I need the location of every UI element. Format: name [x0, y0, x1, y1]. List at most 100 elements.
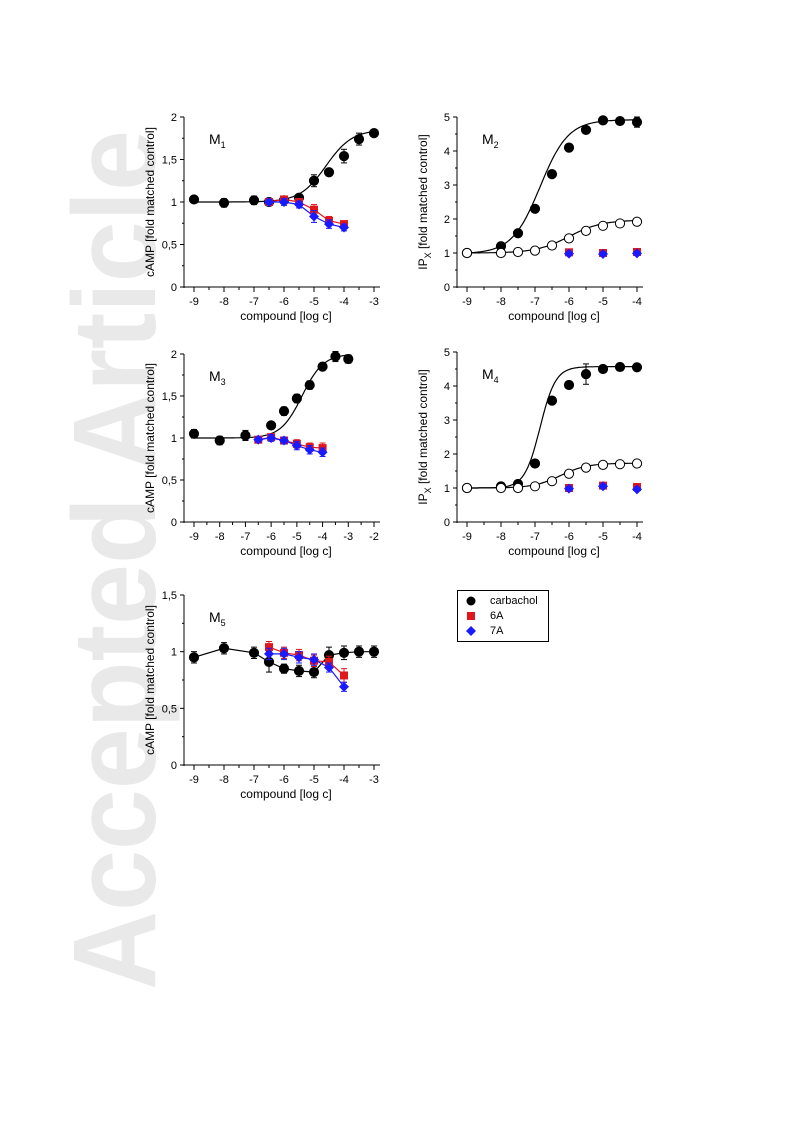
x-tick-label: -3 [343, 531, 353, 543]
data-point [563, 233, 575, 244]
data-point [563, 142, 575, 153]
data-point [324, 219, 334, 230]
x-tick-label: -4 [632, 531, 642, 543]
data-point [343, 353, 354, 365]
data-point [218, 643, 230, 654]
data-point [293, 665, 305, 677]
y-tick-label: 1 [171, 197, 177, 209]
data-point [368, 128, 380, 139]
blue-diamond-icon [466, 626, 476, 636]
data-point [304, 379, 315, 391]
y-tick-label: 1 [171, 433, 177, 445]
x-tick-label: -5 [309, 296, 319, 308]
data-point [279, 648, 289, 659]
y-tick-label: 0,5 [162, 240, 177, 252]
data-point [632, 248, 642, 259]
y-tick-label: 0 [171, 760, 177, 772]
data-point [564, 483, 574, 494]
x-tick-label: -8 [215, 531, 225, 543]
y-tick-label: 1,5 [162, 590, 177, 602]
series-carbachol [461, 115, 643, 259]
panel-label: M1 [209, 131, 226, 150]
data-point [353, 134, 365, 145]
data-point [529, 481, 541, 492]
data-point [266, 420, 277, 431]
x-tick-label: -6 [564, 531, 574, 543]
data-point [265, 643, 273, 652]
panel-label: M5 [209, 609, 226, 628]
data-point [338, 647, 350, 658]
data-point [248, 647, 260, 658]
data-point [461, 482, 473, 494]
x-tick-label: -9 [462, 531, 472, 543]
data-point [495, 247, 507, 259]
x-tick-label: -8 [496, 296, 506, 308]
data-point [188, 194, 200, 205]
x-tick-label: -5 [309, 774, 319, 786]
series-7a [564, 248, 642, 260]
data-point [512, 482, 524, 494]
x-tick-label: -7 [530, 296, 540, 308]
data-point [214, 435, 225, 446]
y-axis-label: IPX [fold matched control] [416, 369, 433, 504]
legend-item-carbachol: carbachol [464, 594, 538, 608]
data-point [304, 444, 315, 455]
y-tick-label: 2 [444, 214, 450, 226]
data-point [564, 248, 574, 259]
data-point [512, 246, 524, 258]
x-tick-label: -9 [189, 531, 199, 543]
x-tick-label: -3 [369, 296, 379, 308]
data-point [218, 197, 230, 208]
y-tick-label: 1 [171, 647, 177, 659]
y-axis-label: IPX [fold matched control] [416, 134, 433, 269]
x-tick-label: -7 [249, 774, 259, 786]
data-point [529, 203, 541, 214]
y-tick-label: 1,5 [162, 155, 177, 167]
data-point [317, 361, 328, 372]
x-tick-label: -4 [318, 531, 328, 543]
chart-panel-2: 0 1 2 3 4 5 -9 -8 -7 -6 -5 -4 compound [log c] IPX [f… [416, 112, 643, 323]
x-tick-label: -8 [496, 531, 506, 543]
panel-label: M3 [209, 368, 226, 387]
data-point [248, 195, 260, 206]
data-point [597, 115, 609, 126]
x-tick-label: -8 [219, 774, 229, 786]
x-tick-label: -9 [189, 296, 199, 308]
x-tick-label: -5 [598, 296, 608, 308]
x-tick-label: -5 [598, 531, 608, 543]
y-tick-label: 2 [171, 112, 177, 124]
panel-label: M2 [482, 131, 499, 150]
x-tick-label: -2 [369, 531, 379, 543]
data-point [563, 379, 575, 391]
data-point [546, 240, 558, 251]
x-tick-label: -8 [219, 296, 229, 308]
data-point [597, 363, 609, 375]
data-point [546, 395, 558, 406]
red-square-icon [467, 612, 475, 620]
data-point [580, 462, 592, 473]
legend-label-7a: 7A [490, 625, 504, 637]
y-tick-label: 2 [171, 349, 177, 361]
data-point [631, 117, 643, 128]
chart-panel-4: 0 1 2 3 4 5 -9 -8 -7 -6 -5 -4 compound [log c] IPX [f… [416, 347, 643, 558]
series-7a [253, 433, 328, 458]
x-tick-label: -5 [292, 531, 302, 543]
series-carbachol [188, 350, 354, 446]
x-tick-label: -6 [266, 531, 276, 543]
x-tick-label: -7 [249, 296, 259, 308]
y-tick-label: 1,5 [162, 391, 177, 403]
data-point [338, 151, 350, 162]
legend-label-carbachol: carbachol [490, 595, 538, 607]
series-6a [265, 195, 348, 229]
data-point [278, 406, 290, 417]
y-tick-label: 0 [171, 517, 177, 529]
data-point [264, 648, 274, 659]
data-point [563, 468, 575, 479]
series-line [467, 119, 637, 254]
x-tick-label: -6 [279, 774, 289, 786]
x-axis-label: compound [log c] [240, 309, 331, 323]
y-tick-label: 0 [444, 517, 450, 529]
y-tick-label: 0 [171, 282, 177, 294]
data-point [614, 459, 626, 470]
panel-label: M4 [482, 366, 499, 385]
